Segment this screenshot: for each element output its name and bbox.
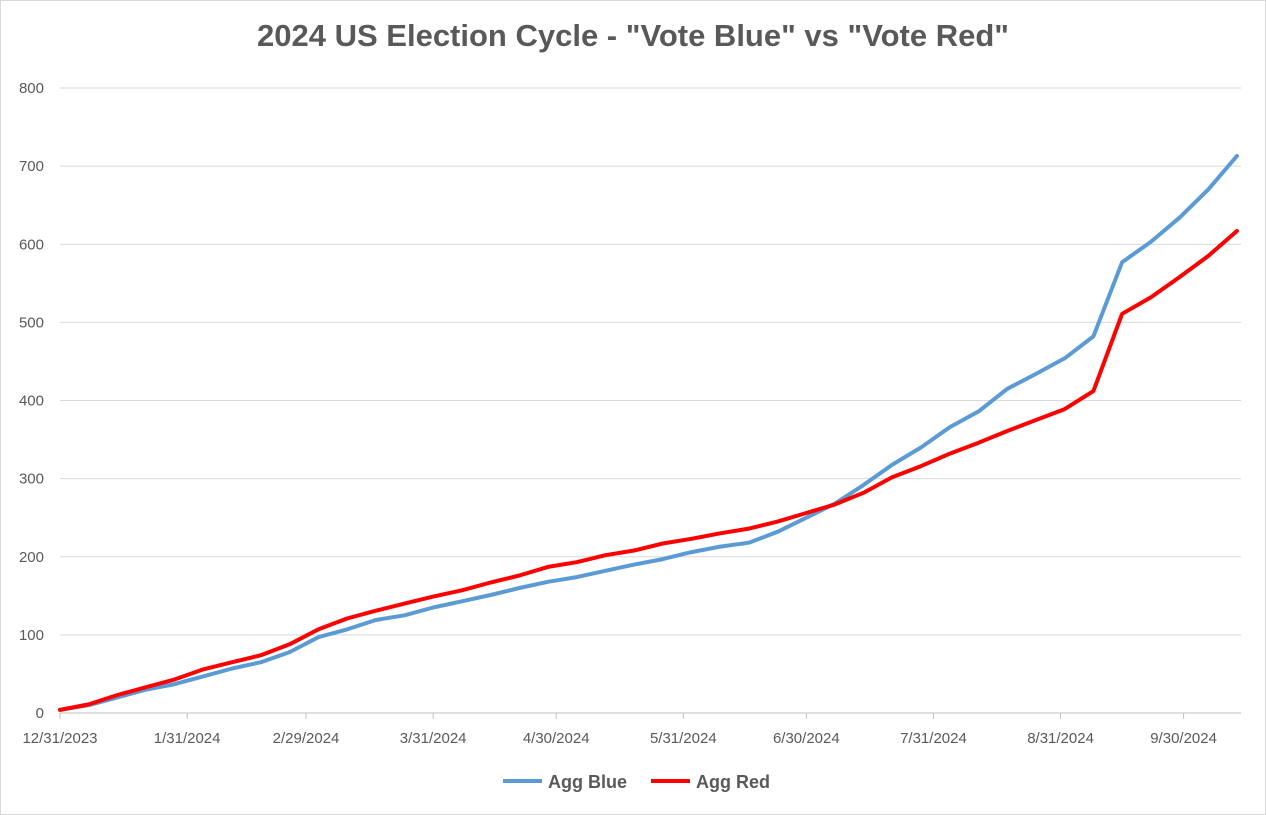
series-lines xyxy=(58,154,1239,712)
x-tick-label: 9/30/2024 xyxy=(1150,730,1217,747)
x-tick-label: 8/31/2024 xyxy=(1027,730,1094,747)
x-tick-label: 7/31/2024 xyxy=(900,730,967,747)
x-tick-label: 2/29/2024 xyxy=(273,730,340,747)
legend-label: Agg Blue xyxy=(548,772,627,792)
x-tick-label: 5/31/2024 xyxy=(650,730,717,747)
y-tick-label: 500 xyxy=(19,314,44,331)
x-tick-label: 6/30/2024 xyxy=(773,730,840,747)
x-axis: 12/31/2023 1/31/2024 2/29/2024 3/31/2024 4/3… xyxy=(22,712,1241,747)
series-line-agg-red xyxy=(58,229,1239,712)
y-tick-label: 200 xyxy=(19,549,44,566)
y-tick-label: 300 xyxy=(19,471,44,488)
gridlines xyxy=(60,87,1241,636)
chart-title: 2024 US Election Cycle - "Vote Blue" vs … xyxy=(257,18,1009,53)
x-tick-label: 3/31/2024 xyxy=(400,730,467,747)
y-tick-label: 400 xyxy=(19,393,44,410)
y-axis: 0 100 200 300 400 500 600 700 800 xyxy=(19,80,44,722)
y-tick-label: 0 xyxy=(36,705,44,722)
y-tick-label: 700 xyxy=(19,158,44,175)
x-tick-label: 1/31/2024 xyxy=(154,730,221,747)
legend: Agg Blue Agg Red xyxy=(503,772,770,792)
legend-label: Agg Red xyxy=(696,772,770,792)
series-line-agg-blue xyxy=(58,154,1239,712)
y-tick-label: 600 xyxy=(19,236,44,253)
y-tick-label: 100 xyxy=(19,627,44,644)
y-tick-label: 800 xyxy=(19,80,44,97)
x-tick-label: 4/30/2024 xyxy=(523,730,590,747)
x-tick-label: 12/31/2023 xyxy=(22,730,97,747)
